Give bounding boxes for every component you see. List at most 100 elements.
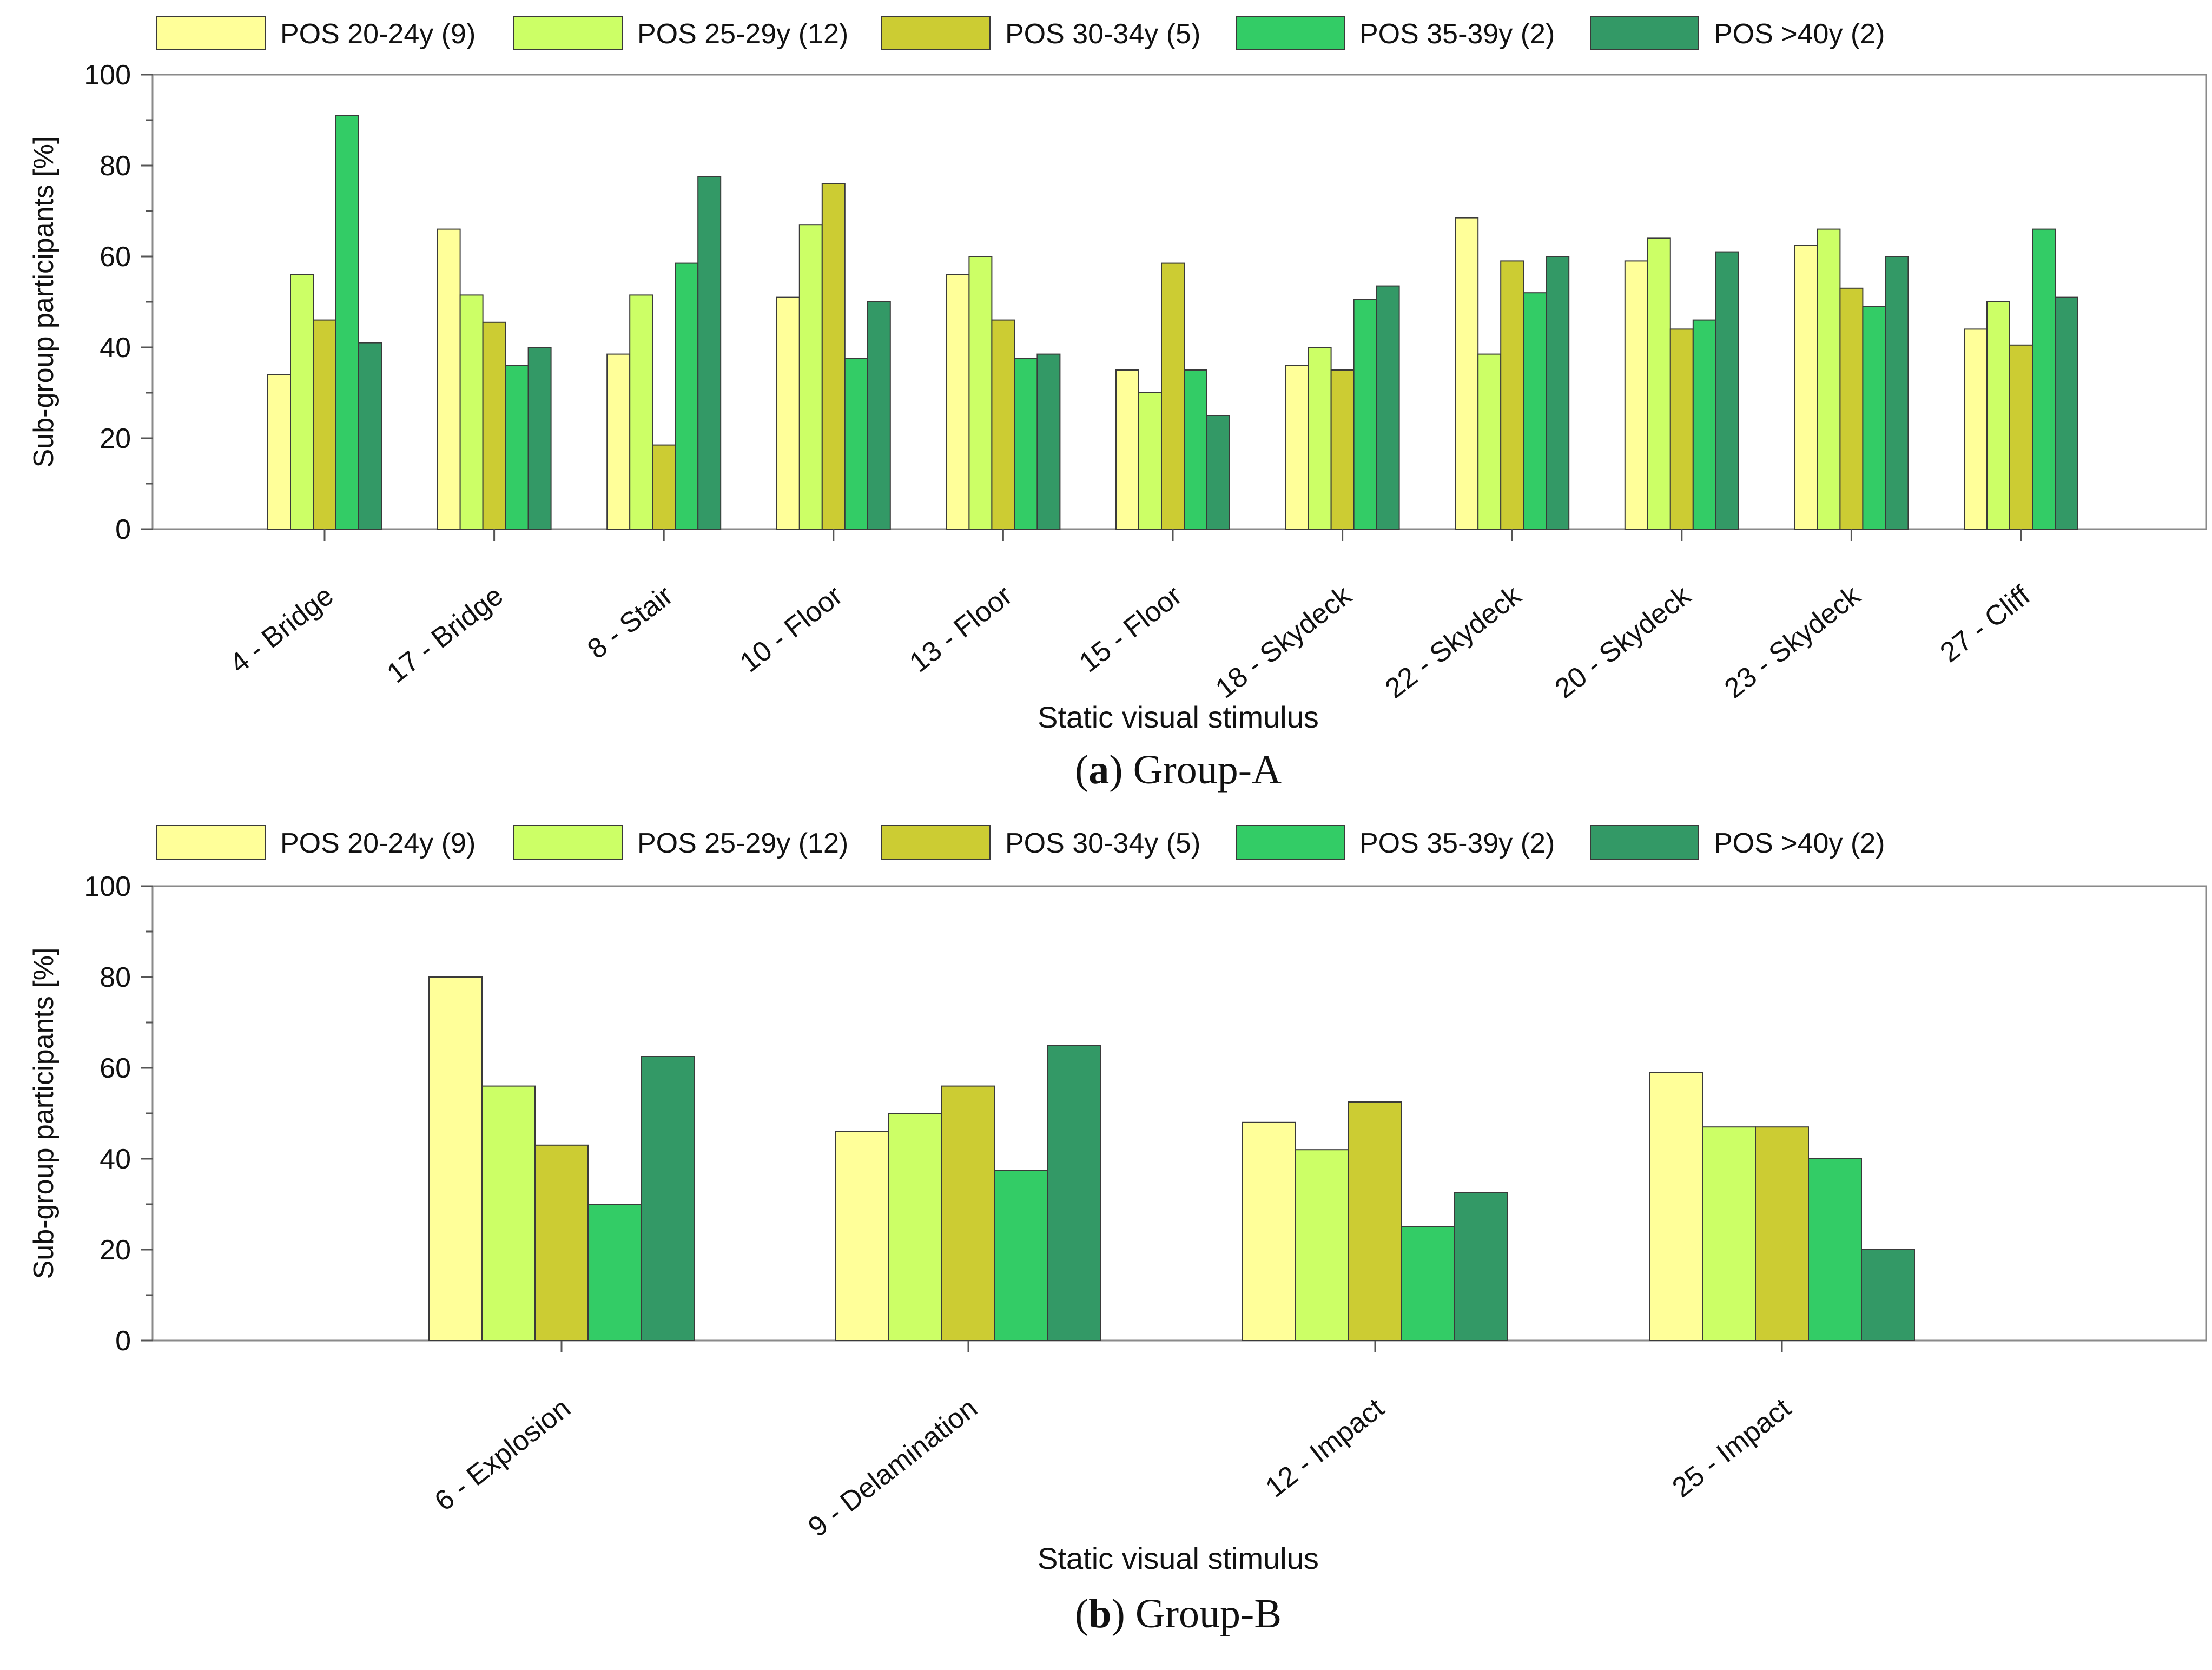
bar-25-impact-pos-40y-2 (1861, 1249, 1915, 1341)
bar-27-cliff-pos-30-34y-5 (2009, 344, 2033, 530)
x-axis-title: Static visual stimulus (1038, 700, 1319, 734)
x-tick-label: 12 - Impact (1260, 1392, 1390, 1503)
x-tick-label: 9 - Delamination (802, 1392, 983, 1543)
bar-23-skydeck-pos-20-24y-9 (1794, 245, 1818, 530)
bar-10-floor-pos-30-34y-5 (821, 183, 846, 530)
bar-22-skydeck-pos-20-24y-9 (1455, 217, 1479, 530)
bar-23-skydeck-pos-25-29y-12 (1817, 228, 1841, 530)
x-tick-label: 10 - Floor (734, 580, 848, 679)
bar-9-delamination-pos-25-29y-12 (888, 1113, 942, 1341)
y-tick-label: 0 (115, 514, 131, 545)
bar-15-floor-pos-25-29y-12 (1138, 392, 1162, 530)
x-tick-label: 23 - Skydeck (1719, 579, 1866, 704)
bar-18-skydeck-pos-20-24y-9 (1285, 365, 1309, 530)
legend-swatch-pos-40y-2 (1590, 825, 1699, 860)
bar-8-stair-pos-25-29y-12 (629, 294, 653, 530)
bar-23-skydeck-pos-40y-2 (1885, 256, 1909, 530)
y-tick-label: 100 (84, 871, 131, 902)
chart-panel-group-a: 0 20 40 60 80 100 Sub-group participants [%] 4 … (28, 16, 2207, 793)
legend-label-pos-25-29y-12: POS 25-29y (12) (637, 18, 848, 50)
bar-18-skydeck-pos-40y-2 (1376, 285, 1400, 530)
bar-12-impact-pos-30-34y-5 (1348, 1101, 1402, 1341)
bar-25-impact-pos-35-39y-2 (1808, 1158, 1862, 1341)
bar-6-explosion-pos-25-29y-12 (481, 1085, 536, 1341)
legend-swatch-pos-30-34y-5 (881, 825, 991, 860)
x-tick-label: 17 - Bridge (381, 580, 509, 689)
x-tick-label: 18 - Skydeck (1210, 579, 1357, 704)
bar-12-impact-pos-35-39y-2 (1401, 1226, 1455, 1341)
bar-23-skydeck-pos-30-34y-5 (1839, 287, 1864, 530)
bar-4-bridge-pos-25-29y-12 (290, 274, 314, 530)
legend-label-pos-40y-2: POS >40y (2) (1714, 18, 1885, 50)
bar-4-bridge-pos-20-24y-9 (267, 374, 291, 530)
bar-20-skydeck-pos-35-39y-2 (1692, 319, 1716, 530)
chart-panel-group-b: 0 20 40 60 80 100 Sub-group participants [%] 6 … (28, 825, 2207, 1636)
bar-13-floor-pos-20-24y-9 (946, 274, 970, 530)
x-tick-label: 22 - Skydeck (1379, 579, 1527, 704)
bar-9-delamination-pos-30-34y-5 (941, 1085, 995, 1341)
bar-6-explosion-pos-35-39y-2 (587, 1204, 642, 1341)
bar-4-bridge-pos-40y-2 (358, 342, 382, 530)
legend-swatch-pos-20-24y-9 (156, 16, 266, 50)
y-axis-title: Sub-group participants [%] (28, 948, 60, 1279)
legend-swatch-pos-35-39y-2 (1236, 825, 1345, 860)
bar-25-impact-pos-25-29y-12 (1702, 1126, 1756, 1341)
bar-15-floor-pos-30-34y-5 (1161, 262, 1185, 530)
bar-20-skydeck-pos-40y-2 (1715, 251, 1739, 530)
legend-label-pos-25-29y-12: POS 25-29y (12) (637, 828, 848, 859)
bar-12-impact-pos-40y-2 (1454, 1192, 1508, 1341)
legend-swatch-pos-35-39y-2 (1236, 16, 1345, 50)
y-tick-label: 0 (115, 1325, 131, 1357)
x-tick-label: 6 - Explosion (429, 1392, 577, 1517)
bar-15-floor-pos-20-24y-9 (1115, 369, 1139, 530)
bar-27-cliff-pos-35-39y-2 (2032, 228, 2056, 530)
legend-label-pos-20-24y-9: POS 20-24y (9) (280, 828, 476, 859)
legend-swatch-pos-25-29y-12 (513, 825, 623, 860)
legend-swatch-pos-20-24y-9 (156, 825, 266, 860)
legend-label-pos-35-39y-2: POS 35-39y (2) (1359, 18, 1555, 50)
y-tick-label: 80 (100, 962, 131, 993)
bar-13-floor-pos-40y-2 (1036, 353, 1061, 530)
bar-20-skydeck-pos-25-29y-12 (1647, 237, 1671, 530)
bar-17-bridge-pos-25-29y-12 (459, 294, 484, 530)
bar-15-floor-pos-40y-2 (1206, 415, 1230, 530)
y-tick-label: 100 (84, 60, 131, 91)
caption-letter: a (1088, 747, 1109, 793)
x-tick-label: 15 - Floor (1073, 580, 1187, 679)
legend-label-pos-30-34y-5: POS 30-34y (5) (1005, 828, 1200, 859)
bar-22-skydeck-pos-25-29y-12 (1477, 353, 1502, 530)
caption-open-paren: ( (1075, 1591, 1088, 1636)
bar-18-skydeck-pos-35-39y-2 (1353, 299, 1377, 530)
y-tick-label: 40 (100, 332, 131, 364)
bar-13-floor-pos-30-34y-5 (991, 319, 1015, 530)
bar-25-impact-pos-30-34y-5 (1755, 1126, 1809, 1341)
bar-8-stair-pos-20-24y-9 (606, 353, 631, 530)
bar-9-delamination-pos-20-24y-9 (835, 1131, 889, 1342)
panel-caption: (a) Group-A (1075, 747, 1282, 793)
y-axis-title: Sub-group participants [%] (28, 136, 60, 468)
bar-10-floor-pos-40y-2 (867, 301, 891, 530)
bar-17-bridge-pos-30-34y-5 (482, 321, 506, 530)
y-tick-label: 20 (100, 423, 131, 454)
bar-20-skydeck-pos-30-34y-5 (1669, 328, 1694, 530)
bar-12-impact-pos-20-24y-9 (1242, 1121, 1296, 1342)
x-tick-label: 4 - Bridge (224, 580, 339, 680)
bar-12-impact-pos-25-29y-12 (1295, 1149, 1349, 1341)
bar-4-bridge-pos-30-34y-5 (313, 319, 336, 530)
y-tick-label: 60 (100, 241, 131, 273)
bar-17-bridge-pos-20-24y-9 (437, 228, 461, 530)
y-tick-label: 80 (100, 150, 131, 182)
bar-10-floor-pos-35-39y-2 (844, 358, 868, 530)
legend-swatch-pos-40y-2 (1590, 16, 1699, 50)
bar-18-skydeck-pos-25-29y-12 (1308, 347, 1332, 530)
bar-8-stair-pos-35-39y-2 (675, 262, 699, 530)
bar-8-stair-pos-30-34y-5 (652, 444, 676, 530)
legend-label-pos-20-24y-9: POS 20-24y (9) (280, 18, 476, 50)
caption-title: ) Group-B (1112, 1591, 1282, 1636)
panel-caption: (b) Group-B (1075, 1591, 1282, 1636)
legend-label-pos-40y-2: POS >40y (2) (1714, 828, 1885, 859)
x-tick-label: 25 - Impact (1667, 1392, 1797, 1503)
y-tick-label: 20 (100, 1235, 131, 1266)
bar-13-floor-pos-25-29y-12 (968, 256, 993, 530)
